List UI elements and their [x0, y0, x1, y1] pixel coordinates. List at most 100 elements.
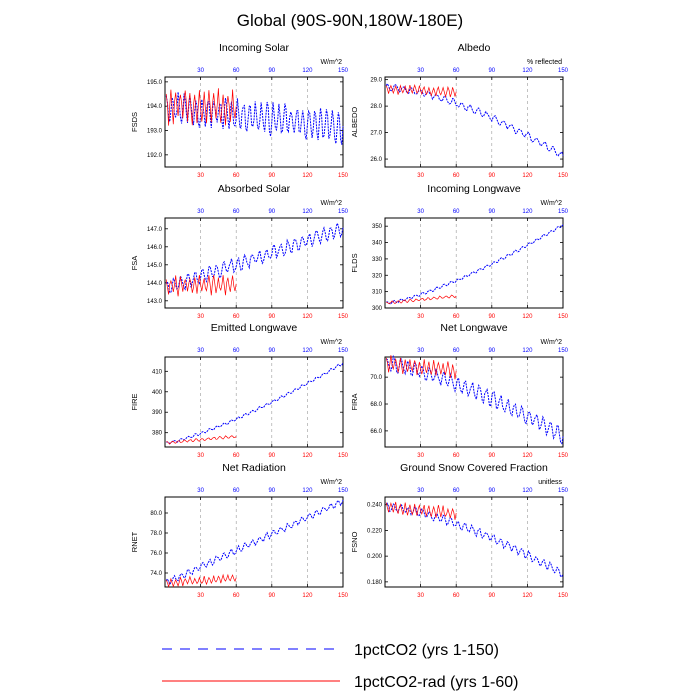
x-tick-label-bottom: 30: [197, 453, 204, 459]
y-tick-label: 74.0: [150, 571, 162, 577]
x-tick-label-bottom: 150: [338, 453, 349, 459]
x-tick-label-top: 120: [522, 488, 533, 494]
x-tick-label-top: 120: [302, 209, 313, 215]
series-line-1pctco2-fira: [385, 354, 564, 445]
series-line-1pctco2-rad-albedo: [385, 84, 457, 99]
y-axis-label-fire: FIRE: [130, 393, 139, 410]
panel-title-fire: Emitted Longwave: [211, 322, 298, 334]
y-tick-label: 27.0: [370, 131, 382, 137]
x-tick-label-top: 30: [417, 68, 424, 74]
y-tick-label: 193.0: [147, 129, 163, 135]
panel-title-fsa: Absorbed Solar: [218, 183, 291, 195]
x-tick-label-top: 30: [197, 209, 204, 215]
y-tick-label: 147.0: [147, 227, 163, 233]
x-tick-label-bottom: 120: [522, 314, 533, 320]
plot-frame-fsa: [164, 217, 344, 309]
y-tick-label: 310: [372, 290, 383, 296]
y-tick-label: 192.0: [147, 153, 163, 159]
x-tick-label-top: 150: [558, 348, 569, 354]
units-label-fsa: W/m^2: [320, 200, 342, 207]
x-tick-label-bottom: 150: [558, 593, 569, 599]
series-line-1pctco2-flds: [386, 224, 564, 305]
x-tick-label-top: 30: [197, 488, 204, 494]
x-tick-label-top: 60: [453, 348, 460, 354]
x-tick-label-top: 150: [338, 68, 349, 74]
y-tick-label: 390: [152, 410, 163, 416]
x-tick-label-bottom: 30: [417, 173, 424, 179]
x-tick-label-bottom: 60: [453, 453, 460, 459]
legend: 1pctCO2 (yrs 1-150) 1pctCO2-rad (yrs 1-6…: [162, 642, 519, 691]
panel-title-albedo: Albedo: [458, 42, 491, 54]
y-axis-label-albedo: ALBEDO: [350, 107, 359, 138]
x-tick-label-top: 60: [233, 348, 240, 354]
series-line-1pctco2-rad-fira: [385, 355, 457, 380]
x-tick-label-top: 30: [197, 68, 204, 74]
units-label-albedo: % reflected: [527, 59, 562, 66]
plot-frame-fsds: [164, 76, 344, 168]
units-label-fire: W/m^2: [320, 339, 342, 346]
x-tick-label-bottom: 90: [268, 173, 275, 179]
series-line-1pctco2-rad-rnet: [165, 573, 237, 588]
panel-fira: Net Longwave W/m^2 30 30 60 60 90 90 120 120 150 15…: [350, 322, 569, 459]
x-tick-label-top: 60: [453, 68, 460, 74]
y-tick-label: 76.0: [150, 551, 162, 557]
x-tick-label-bottom: 60: [233, 314, 240, 320]
y-tick-label: 143.0: [147, 299, 163, 305]
y-tick-label: 145.0: [147, 263, 163, 269]
y-tick-label: 0.220: [367, 528, 383, 534]
panels-group: Incoming Solar W/m^2 30 30 60 60 90 90 120 120 150…: [130, 42, 569, 599]
y-tick-label: 29.0: [370, 78, 382, 84]
x-tick-label-bottom: 150: [338, 314, 349, 320]
x-tick-label-bottom: 30: [197, 173, 204, 179]
y-tick-label: 194.0: [147, 104, 163, 110]
x-tick-label-bottom: 60: [453, 173, 460, 179]
plot-frame-fira: [384, 356, 564, 448]
x-tick-label-top: 30: [417, 488, 424, 494]
x-tick-label-bottom: 60: [233, 453, 240, 459]
x-tick-label-bottom: 90: [488, 314, 495, 320]
x-tick-label-top: 150: [558, 209, 569, 215]
y-tick-label: 0.200: [367, 554, 383, 560]
panel-fire: Emitted Longwave W/m^2 30 30 60 60 90 90 120 120 1…: [130, 322, 349, 459]
x-tick-label-bottom: 150: [558, 453, 569, 459]
y-tick-label: 350: [372, 224, 383, 230]
series-line-1pctco2-rad-fsds: [165, 88, 237, 126]
x-tick-label-top: 60: [233, 209, 240, 215]
x-tick-label-top: 150: [338, 348, 349, 354]
x-tick-label-top: 90: [268, 209, 275, 215]
x-tick-label-bottom: 30: [197, 593, 204, 599]
y-tick-label: 28.0: [370, 104, 382, 110]
plot-frame-albedo: [384, 76, 564, 168]
x-tick-label-top: 60: [233, 68, 240, 74]
x-tick-label-top: 120: [302, 348, 313, 354]
y-tick-label: 340: [372, 241, 383, 247]
x-tick-label-top: 150: [338, 488, 349, 494]
series-line-1pctco2-albedo: [385, 82, 564, 157]
panel-rnet: Net Radiation W/m^2 30 30 60 60 90 90 120 120 150 1…: [130, 462, 349, 599]
figure-title: Global (90S-90N,180W-180E): [237, 11, 463, 30]
units-label-fsno: unitless: [538, 479, 562, 486]
x-tick-label-top: 120: [302, 68, 313, 74]
x-tick-label-top: 120: [522, 348, 533, 354]
x-tick-label-top: 150: [338, 209, 349, 215]
y-tick-label: 78.0: [150, 531, 162, 537]
series-line-1pctco2-rad-fire: [166, 435, 237, 445]
legend-label-1pctco2: 1pctCO2 (yrs 1-150): [354, 642, 499, 659]
x-tick-label-bottom: 120: [302, 593, 313, 599]
x-tick-label-bottom: 150: [338, 593, 349, 599]
y-tick-label: 330: [372, 257, 383, 263]
y-axis-label-fsds: FSDS: [130, 112, 139, 132]
units-label-flds: W/m^2: [540, 200, 562, 207]
y-axis-label-fsno: FSNO: [350, 531, 359, 552]
y-tick-label: 68.0: [370, 402, 382, 408]
y-axis-label-fira: FIRA: [350, 393, 359, 410]
y-tick-label: 320: [372, 273, 383, 279]
x-tick-label-top: 150: [558, 68, 569, 74]
x-tick-label-top: 30: [417, 209, 424, 215]
series-line-1pctco2-rnet: [165, 499, 344, 586]
y-tick-label: 195.0: [147, 80, 163, 86]
x-tick-label-top: 90: [488, 68, 495, 74]
series-line-1pctco2-rad-fsno: [385, 501, 457, 520]
y-tick-label: 410: [152, 369, 163, 375]
